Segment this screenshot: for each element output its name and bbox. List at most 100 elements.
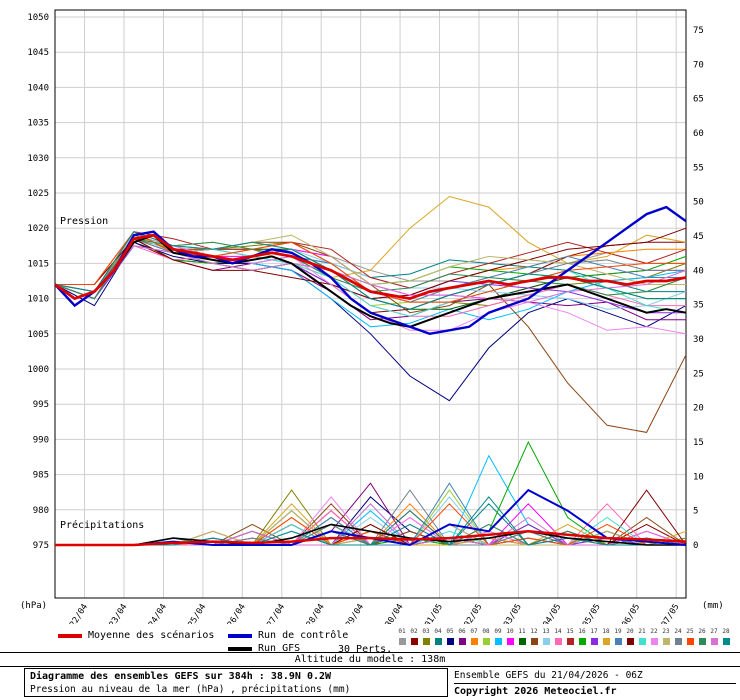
date-tick-label: 25/04: [186, 602, 208, 624]
pert-13: 13: [540, 628, 552, 645]
pert-02: 02: [408, 628, 420, 645]
pressure-tick-label: 995: [33, 400, 49, 410]
control-line-swatch: [228, 633, 252, 638]
pert-01: 01: [396, 628, 408, 645]
pert-number: 05: [446, 628, 454, 635]
pert-color-swatch: [554, 638, 562, 645]
pert-number: 06: [458, 628, 466, 635]
pressure-tick-label: 1000: [27, 365, 49, 375]
precip-tick-label: 25: [693, 369, 704, 379]
pert-number: 12: [530, 628, 538, 635]
pert-20: 20: [624, 628, 636, 645]
pert-number: 25: [686, 628, 694, 635]
date-tick-label: 22/04: [68, 602, 90, 624]
member-09-pressure-line: [54, 245, 687, 328]
pressure-tick-label: 1050: [27, 13, 49, 23]
pert-color-swatch: [542, 638, 550, 645]
model-altitude: Altitude du modele : 138m: [0, 652, 740, 667]
pert-number: 09: [494, 628, 502, 635]
date-tick-label: 03/05: [502, 602, 524, 624]
precip-tick-label: 75: [693, 26, 704, 36]
precip-tick-label: 65: [693, 95, 704, 105]
footer-right: Ensemble GEFS du 21/04/2026 - 06Z Copyri…: [454, 668, 736, 699]
date-tick-label: 01/05: [423, 602, 445, 624]
pressure-tick-label: 1030: [27, 154, 49, 164]
pert-number: 14: [554, 628, 562, 635]
pert-number: 21: [638, 628, 646, 635]
pert-color-swatch: [578, 638, 586, 645]
gfs-line-swatch: [228, 646, 252, 651]
pressure-tick-label: 1005: [27, 330, 49, 340]
right-axis-unit: (mm): [702, 601, 724, 611]
plot-frame: [54, 9, 687, 599]
pert-number: 28: [722, 628, 730, 635]
mean-precip-line: [55, 530, 687, 547]
pert-26: 26: [696, 628, 708, 645]
precip-tick-label: 60: [693, 129, 704, 139]
mean-line-swatch: [58, 633, 82, 638]
pert-number: 01: [398, 628, 406, 635]
member-17-pressure-line: [54, 245, 686, 314]
pert-17: 17: [588, 628, 600, 645]
pert-number: 07: [470, 628, 478, 635]
footer-title-box: Diagramme des ensembles GEFS sur 384h : …: [24, 668, 448, 697]
pressure-tick-label: 980: [33, 506, 49, 516]
date-tick-label: 30/04: [384, 602, 406, 624]
pert-color-swatch: [698, 638, 706, 645]
pert-color-swatch: [566, 638, 574, 645]
pert-color-swatch: [422, 638, 430, 645]
chart-title: Diagramme des ensembles GEFS sur 384h : …: [30, 671, 332, 682]
control-pressure-line: [54, 205, 687, 336]
pert-number: 16: [578, 628, 586, 635]
pressure-annotation: Pression: [60, 216, 108, 227]
legend-item-control: Run de contrôle: [228, 630, 348, 641]
pert-14: 14: [552, 628, 564, 645]
pert-color-swatch: [458, 638, 466, 645]
date-tick-label: 04/05: [541, 602, 563, 624]
pert-color-swatch: [470, 638, 478, 645]
pressure-tick-label: 985: [33, 471, 49, 481]
pert-11: 11: [516, 628, 528, 645]
precip-tick-label: 20: [693, 404, 704, 414]
legend-gfs-label: Run GFS: [258, 643, 301, 654]
pert-color-swatch: [710, 638, 718, 645]
precip-tick-label: 10: [693, 472, 704, 482]
legend-mean-label: Moyenne des scénarios: [88, 630, 215, 641]
member-28-precip-line: [55, 496, 686, 546]
date-tick-label: 02/05: [462, 602, 484, 624]
date-tick-label: 28/04: [305, 602, 327, 624]
mean-pressure-line: [54, 233, 687, 301]
date-tick-label: 23/04: [108, 602, 130, 624]
pert-number: 24: [674, 628, 682, 635]
pert-08: 08: [480, 628, 492, 645]
precip-tick-label: 5: [693, 507, 698, 517]
pressure-tick-label: 1010: [27, 295, 49, 305]
pert-number: 08: [482, 628, 490, 635]
pert-color-swatch: [626, 638, 634, 645]
date-tick-label: 05/05: [581, 602, 603, 624]
pert-03: 03: [420, 628, 432, 645]
pert-21: 21: [636, 628, 648, 645]
member-27-pressure-line: [54, 245, 687, 303]
date-tick-label: 24/04: [147, 602, 169, 624]
precip-tick-label: 70: [693, 60, 704, 70]
pert-color-swatch: [614, 638, 622, 645]
pert-number: 11: [518, 628, 526, 635]
pert-number: 03: [422, 628, 430, 635]
copyright: Copyright 2026 Meteociel.fr: [454, 686, 617, 697]
precip-tick-label: 30: [693, 335, 704, 345]
pert-22: 22: [648, 628, 660, 645]
pert-number: 27: [710, 628, 718, 635]
chart-subtitle: Pression au niveau de la mer (hPa) , pré…: [30, 684, 351, 695]
pert-color-swatch: [506, 638, 514, 645]
precip-tick-label: 0: [693, 541, 698, 551]
pert-number: 02: [410, 628, 418, 635]
pert-color-swatch: [410, 638, 418, 645]
legend-item-mean: Moyenne des scénarios: [58, 630, 214, 641]
pert-number: 17: [590, 628, 598, 635]
pert-color-swatch: [446, 638, 454, 645]
pressure-tick-label: 1025: [27, 189, 49, 199]
date-tick-label: 06/05: [620, 602, 642, 624]
pert-number: 19: [614, 628, 622, 635]
pert-12: 12: [528, 628, 540, 645]
